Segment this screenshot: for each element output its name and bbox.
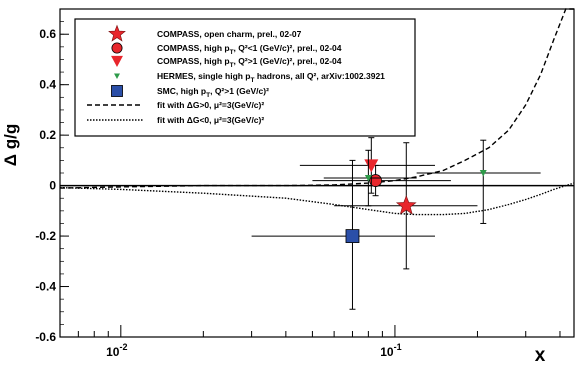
legend-label: COMPASS, high pT, Q²<1 (GeV/c)², prel., … [157,43,342,56]
y-tick-label: 0.6 [39,27,56,41]
y-tick-label: 0.4 [39,78,56,92]
legend-marker [111,85,123,97]
axes-layer: -0.6 -0.4 -0.2 0 0.2 0.4 0.6 10-2 10-1 [35,8,574,359]
y-tick-label: -0.2 [35,229,56,243]
legend-label: fit with ΔG<0, μ²=3(GeV/c)² [157,115,264,125]
legend-marker [114,73,120,79]
legend: COMPASS, open charm, prel., 02-07 COMPASS… [74,18,416,137]
fit-layer [59,8,575,216]
data-point [364,159,379,173]
legend-entry: HERMES, single high pT hadrons, all Q², … [114,71,385,84]
legend-box [74,18,416,137]
legend-marker [111,55,123,67]
y-tick-label: 0 [49,179,56,193]
legend-label: fit with ΔG>0, μ²=3(GeV/c)² [157,100,264,110]
legend-label: HERMES, single high pT hadrons, all Q², … [157,71,385,84]
legend-entry: COMPASS, open charm, prel., 02-07 [108,24,302,42]
data-point [364,175,372,182]
y-axis-label: Δ g/g [1,124,20,166]
legend-entry: SMC, high pT, Q²>1 (GeV/c)² [111,85,269,99]
points-layer [251,137,541,310]
legend-marker [108,24,126,42]
fit-curve [59,8,574,189]
x-tick-label: 10-2 [106,342,127,359]
x-tick-label: 10-1 [380,342,401,359]
legend-label: COMPASS, high pT, Q²>1 (GeV/c)², prel., … [157,56,342,69]
legend-entry: COMPASS, high pT, Q²<1 (GeV/c)², prel., … [111,42,342,56]
x-axis-label: x [535,345,546,366]
fit-curve [59,182,575,216]
legend-marker [111,42,123,54]
y-tick-label: -0.6 [35,330,56,344]
data-point [345,229,360,243]
legend-entry: fit with ΔG<0, μ²=3(GeV/c)² [87,115,264,125]
legend-entry: COMPASS, high pT, Q²>1 (GeV/c)², prel., … [111,55,342,69]
legend-label: SMC, high pT, Q²>1 (GeV/c)² [157,86,269,99]
legend-entry: fit with ΔG>0, μ²=3(GeV/c)² [87,100,264,110]
data-point [395,194,417,215]
y-tick-label: -0.4 [35,280,56,294]
data-point [479,170,487,177]
y-tick-label: 0.2 [39,128,56,142]
legend-label: COMPASS, open charm, prel., 02-07 [157,29,302,39]
